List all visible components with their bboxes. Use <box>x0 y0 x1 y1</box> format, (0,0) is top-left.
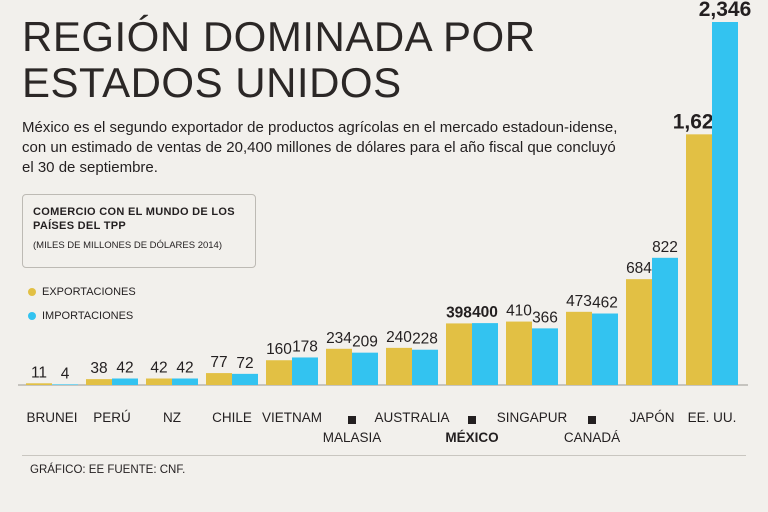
data-label: 42 <box>150 360 167 377</box>
data-label: 209 <box>352 334 378 351</box>
page-title: REGIÓN DOMINADA POR ESTADOS UNIDOS <box>22 14 536 106</box>
category-label: MALASIA <box>323 430 382 445</box>
category-label: CHILE <box>212 410 252 425</box>
legend-item-imports: IMPORTACIONES <box>28 310 133 322</box>
exports-swatch <box>28 288 36 296</box>
data-label: 38 <box>90 360 107 377</box>
category-marker <box>468 416 476 424</box>
data-label: 4 <box>61 365 70 382</box>
category-label: EE. UU. <box>688 410 737 425</box>
imports-swatch <box>28 312 36 320</box>
category-marker <box>588 416 596 424</box>
bar-exports <box>686 134 712 385</box>
bar-imports <box>232 373 258 385</box>
bar-imports <box>352 352 378 385</box>
bar-exports <box>26 383 52 385</box>
bar-exports <box>206 373 232 385</box>
bar-imports <box>712 22 738 385</box>
data-label: 178 <box>292 338 318 355</box>
bar-exports <box>446 323 472 385</box>
data-label: 2,346 <box>699 0 752 21</box>
title-line-2: ESTADOS UNIDOS <box>22 59 402 106</box>
bar-imports <box>652 257 678 385</box>
bar-imports <box>52 384 78 385</box>
data-label: 400 <box>472 304 498 321</box>
bar-imports <box>292 357 318 385</box>
legend-item-label: EXPORTACIONES <box>42 286 136 298</box>
data-label: 822 <box>652 239 678 256</box>
category-label: CANADÁ <box>564 430 620 445</box>
category-label: NZ <box>163 410 181 425</box>
data-label: 42 <box>176 360 193 377</box>
category-marker <box>348 416 356 424</box>
bar-exports <box>386 347 412 385</box>
bar-imports <box>112 378 138 385</box>
category-label: PERÚ <box>93 410 131 425</box>
data-label: 462 <box>592 295 618 312</box>
data-label: 410 <box>506 303 532 320</box>
footer-credit: GRÁFICO: EE FUENTE: CNF. <box>30 464 186 476</box>
bar-imports <box>472 323 498 385</box>
data-label: 473 <box>566 293 592 310</box>
bar-exports <box>626 279 652 385</box>
category-label: SINGAPUR <box>497 410 568 425</box>
title-line-1: REGIÓN DOMINADA POR <box>22 13 536 60</box>
bar-exports <box>506 321 532 385</box>
category-label: JAPÓN <box>629 410 674 425</box>
subtitle: México es el segundo exportador de produ… <box>22 119 618 176</box>
bar-exports <box>146 378 172 385</box>
bar-exports <box>266 360 292 385</box>
legend-item-label: IMPORTACIONES <box>42 310 134 322</box>
category-label: AUSTRALIA <box>374 410 449 425</box>
bar-exports <box>326 348 352 385</box>
data-label: 240 <box>386 329 412 346</box>
data-label: 77 <box>210 354 227 371</box>
bar-imports <box>412 349 438 385</box>
bar-imports <box>172 378 198 385</box>
data-label: 72 <box>236 355 253 372</box>
data-label: 42 <box>116 360 133 377</box>
data-label: 398 <box>446 304 472 321</box>
bar-exports <box>566 311 592 385</box>
bar-exports <box>86 379 112 385</box>
legend-title: COMERCIO CON EL MUNDO DE LOS PAÍSES DEL … <box>33 206 235 232</box>
legend: COMERCIO CON EL MUNDO DE LOS PAÍSES DEL … <box>22 194 256 268</box>
data-label: 11 <box>31 364 47 381</box>
legend-subtitle: (MILES DE MILLONES DE DÓLARES 2014) <box>33 240 223 251</box>
category-label: VIETNAM <box>262 410 322 425</box>
data-label: 160 <box>266 341 292 358</box>
data-label: 684 <box>626 260 652 277</box>
data-label: 366 <box>532 309 558 326</box>
legend-item-exports: EXPORTACIONES <box>28 286 136 298</box>
category-label: BRUNEI <box>26 410 77 425</box>
bar-imports <box>532 328 558 385</box>
category-label: MÉXICO <box>445 430 498 445</box>
data-label: 228 <box>412 331 438 348</box>
footer-divider <box>22 455 746 456</box>
bar-imports <box>592 313 618 385</box>
data-label: 234 <box>326 330 352 347</box>
